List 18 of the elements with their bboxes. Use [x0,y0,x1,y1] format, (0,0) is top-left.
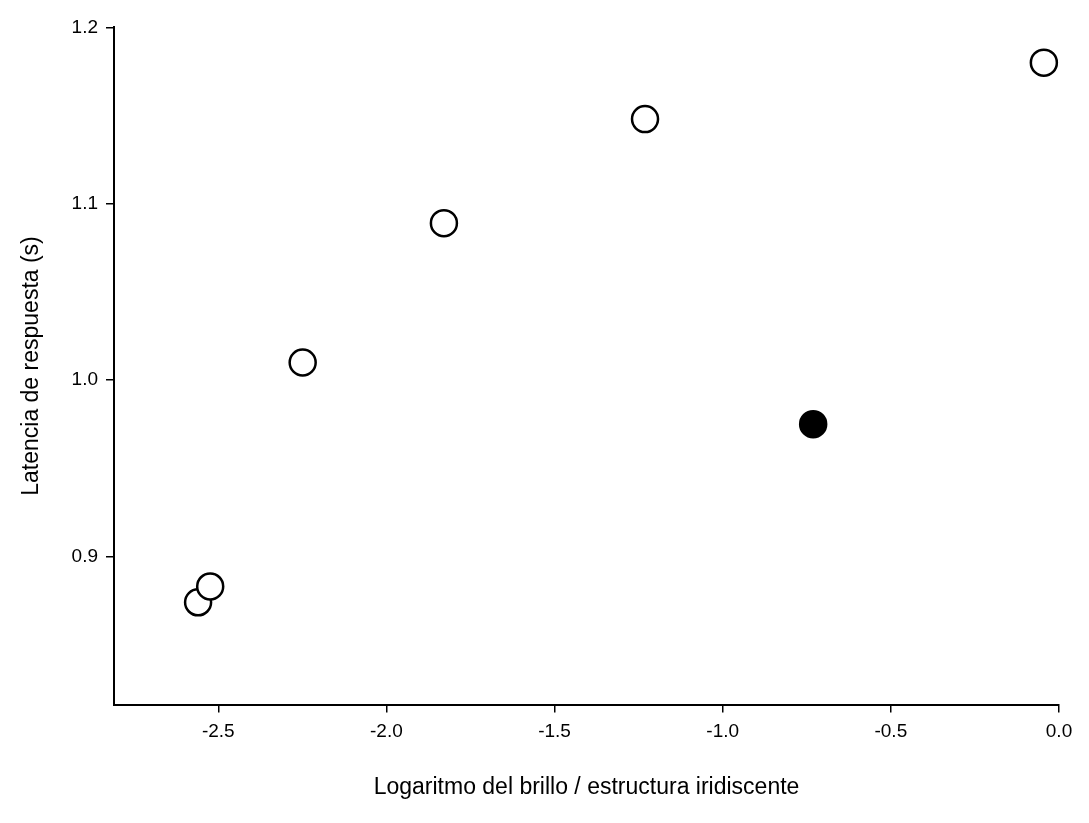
y-tick-label: 1.0 [71,368,99,390]
x-tick-label: -1.5 [538,720,571,742]
x-axis-title: Logaritmo del brillo / estructura iridiscente [373,772,800,799]
point [1029,48,1059,77]
y-tick-label: 1.2 [71,15,99,37]
y-tick-label: 1.1 [71,191,99,213]
point [429,208,459,238]
x-tick-label: -2.0 [370,720,403,742]
x-tick-label: -2.5 [201,720,235,742]
point [798,409,828,439]
point [288,348,317,377]
x-tick-label: -0.5 [874,720,908,742]
point [195,572,225,601]
y-tick-label: 0.9 [71,544,99,566]
y-axis-title: Latencia de respuesta (s) [17,236,44,496]
x-tick-label: 0.0 [1045,720,1073,742]
x-tick-label: -1.0 [706,720,740,742]
point [630,104,660,134]
